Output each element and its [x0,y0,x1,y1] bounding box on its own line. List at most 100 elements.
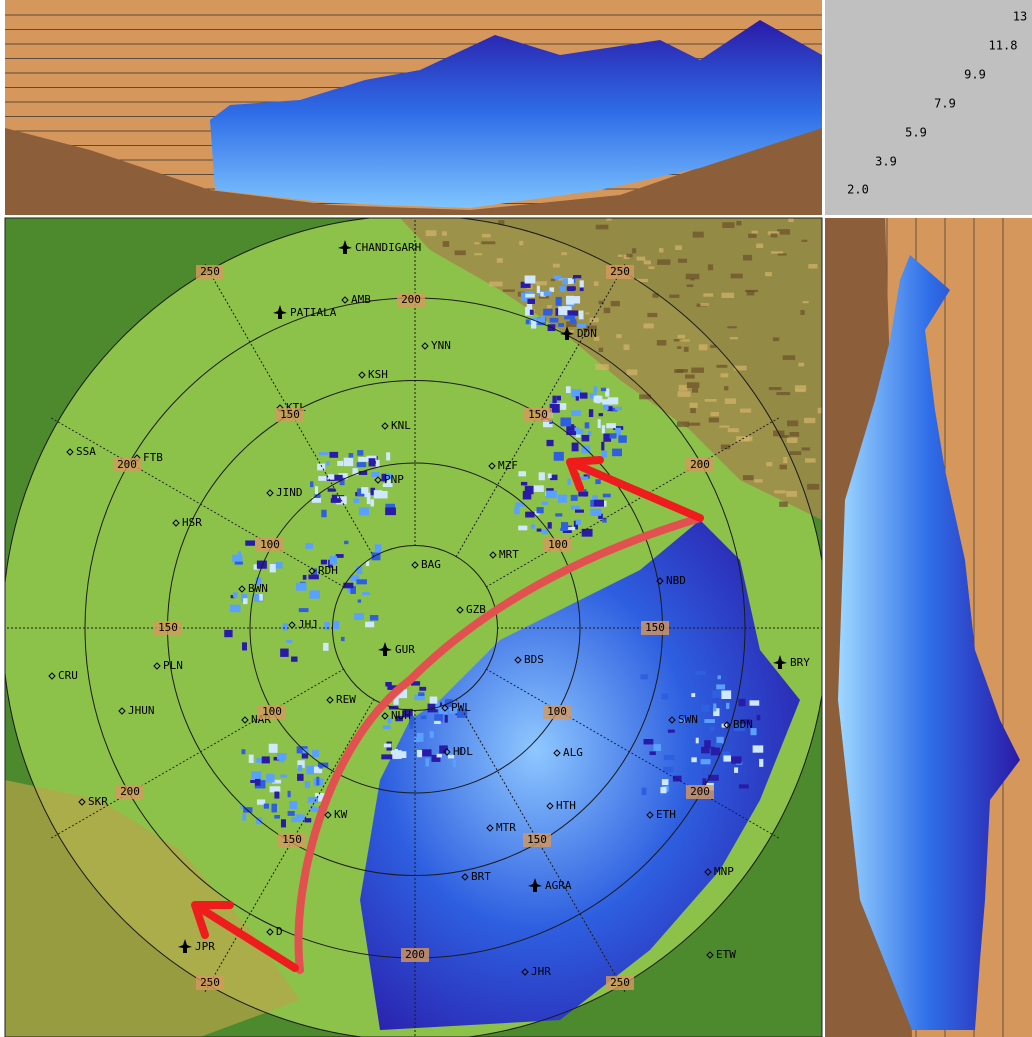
place-marker [461,873,469,881]
echo-cell [596,395,601,404]
echo-cell [439,745,448,754]
place-marker [48,672,56,680]
echo-cell [700,759,711,765]
hill-shade [550,278,556,282]
echo-cell [368,458,376,467]
echo-cell [263,803,270,809]
echo-cell [272,779,282,784]
echo-cell [254,778,261,786]
echo-cell [612,448,623,457]
echo-cell [224,629,233,638]
hill-shade [801,239,808,242]
echo-cell [329,451,339,458]
echo-cell [575,396,579,401]
hill-shade [733,365,747,371]
hill-shade [686,284,694,288]
echo-cell [312,807,320,813]
range-label-bg [641,621,669,635]
echo-cell [536,285,540,294]
place-marker [488,462,496,470]
echo-cell [243,598,248,605]
place-label: REW [336,693,356,706]
echo-cell [425,758,430,767]
echo-cell [550,474,558,481]
echo-cell [522,490,532,500]
echo-cell [358,457,369,462]
echo-cell [416,732,424,742]
range-label-bg [524,408,552,422]
echo-cell [581,528,593,537]
echo-profile-side [838,255,1020,1030]
echo-cell [269,786,281,793]
hill-shade [498,220,505,225]
hill-shade [474,253,483,256]
echo-cell [558,323,565,327]
echo-cell [348,453,354,461]
echo-cell [579,392,588,399]
echo-cell [578,491,589,497]
echo-cell [549,287,555,292]
echo-cell [588,431,592,436]
hill-shade [659,248,664,253]
hill-shade [535,281,547,286]
echo-cell [738,784,749,789]
hill-shade [719,425,730,428]
echo-cell [302,574,307,580]
echo-cell [546,439,554,447]
place-label: NUH [391,709,411,722]
echo-cell [605,388,610,397]
echo-cell [230,594,235,599]
place-label: RDH [318,564,338,577]
hill-shade [679,339,690,342]
echo-cell [318,452,329,456]
echo-cell [593,386,598,393]
range-label-bg [196,265,224,279]
echo-cell [314,486,319,495]
echo-cell [268,743,278,753]
echo-cell [317,463,326,471]
echo-cell [721,690,732,700]
echo-cell [352,468,358,476]
echo-cell [602,500,607,507]
hill-shade [610,300,620,307]
echo-cell [338,473,348,480]
echo-cell [704,740,711,749]
hill-shade [442,241,450,247]
echo-cell [356,462,367,468]
hill-shade [720,444,731,450]
echo-cell [520,292,526,297]
echo-cell [581,434,590,442]
echo-cell [436,753,442,758]
echo-cell [279,757,285,763]
echo-cell [641,787,647,796]
echo-cell [394,748,398,757]
echo-cell [593,499,604,507]
place-marker [266,489,274,497]
azimuth-line [485,668,779,839]
echo-cell [314,493,321,498]
place-label: D [276,925,283,938]
echo-cell [571,296,581,304]
place-label: FTB [143,451,163,464]
echo-cell [607,406,613,412]
hill-shade [736,220,742,226]
hill-shade [481,233,491,238]
echo-cell [661,693,669,700]
echo-cell [667,729,675,733]
place-label: HDL [453,745,473,758]
hill-shade [636,278,648,282]
hill-shade [776,391,791,396]
echo-cell [362,592,370,596]
hill-shade [807,483,820,490]
echo-cell [259,593,263,601]
hill-shade [593,336,600,341]
place-label: JPR [195,940,215,953]
place-marker [553,749,561,757]
echo-cell [734,767,739,773]
echo-cell [571,389,582,398]
echo-cell [570,494,578,501]
echo-cell [251,771,262,779]
echo-cell [653,744,661,751]
hill-shade [771,251,784,254]
place-label: JIND [276,486,303,499]
